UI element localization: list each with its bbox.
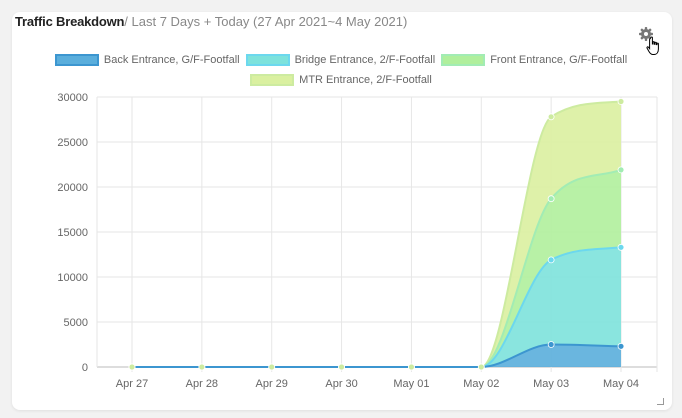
data-point [617, 243, 625, 251]
legend-label: Back Entrance, G/F-Footfall [103, 54, 240, 66]
resize-handle[interactable] [657, 398, 664, 405]
legend-item[interactable]: Bridge Entrance, 2/F-Footfall [245, 54, 436, 66]
data-point [547, 195, 555, 203]
x-tick-label: Apr 28 [186, 378, 218, 390]
data-point [547, 113, 555, 121]
data-point [338, 363, 345, 371]
y-tick-label: 15000 [57, 227, 88, 239]
data-point [408, 363, 415, 371]
legend-item[interactable]: MTR Entrance, 2/F-Footfall [250, 74, 432, 86]
series-area [132, 101, 621, 367]
data-point [617, 342, 625, 350]
y-tick-label: 20000 [57, 182, 88, 194]
data-point [617, 166, 625, 174]
chart-title: Traffic Breakdown [15, 14, 125, 29]
gear-icon[interactable] [638, 26, 656, 44]
hand-pointer-icon [646, 36, 662, 61]
y-tick-label: 30000 [57, 92, 88, 104]
x-tick-label: May 04 [603, 378, 639, 390]
data-point [547, 341, 555, 348]
x-tick-label: Apr 29 [256, 378, 288, 390]
legend-label: Front Entrance, G/F-Footfall [490, 54, 628, 66]
y-tick-label: 25000 [57, 137, 88, 149]
x-tick-label: May 03 [533, 378, 569, 390]
legend-item[interactable]: Front Entrance, G/F-Footfall [441, 54, 627, 66]
legend-label: MTR Entrance, 2/F-Footfall [299, 74, 432, 86]
x-tick-label: May 01 [393, 378, 429, 390]
legend-swatch [54, 54, 99, 66]
y-tick-label: 5000 [64, 317, 88, 329]
series-line [132, 343, 622, 369]
chart-legend: Back Entrance, G/F-Footfall Bridge Entran… [0, 50, 682, 90]
series-area [132, 247, 621, 367]
legend-swatch [250, 74, 295, 86]
legend-swatch [245, 54, 290, 66]
data-point [477, 363, 485, 371]
data-point [617, 98, 625, 105]
legend-label: Bridge Entrance, 2/F-Footfall [294, 54, 436, 66]
x-tick-label: May 02 [463, 378, 499, 390]
y-tick-label: 0 [82, 362, 88, 374]
legend-item[interactable]: Back Entrance, G/F-Footfall [54, 54, 240, 66]
data-point [268, 363, 276, 371]
chart-subtitle: / Last 7 Days + Today (27 Apr 2021~4 May… [124, 14, 408, 29]
data-point [128, 363, 136, 371]
chart-header: Traffic Breakdown/ Last 7 Days + Today (… [15, 14, 407, 29]
y-tick-label: 10000 [57, 272, 88, 284]
series-area [132, 344, 621, 367]
legend-row: Back Entrance, G/F-Footfall Bridge Entran… [0, 50, 682, 70]
x-tick-label: Apr 30 [325, 378, 357, 390]
data-point [547, 256, 555, 264]
legend-swatch [441, 54, 486, 66]
series-area [132, 169, 621, 367]
legend-row: MTR Entrance, 2/F-Footfall [0, 70, 682, 90]
data-point [198, 363, 206, 371]
x-tick-label: Apr 27 [116, 378, 148, 390]
